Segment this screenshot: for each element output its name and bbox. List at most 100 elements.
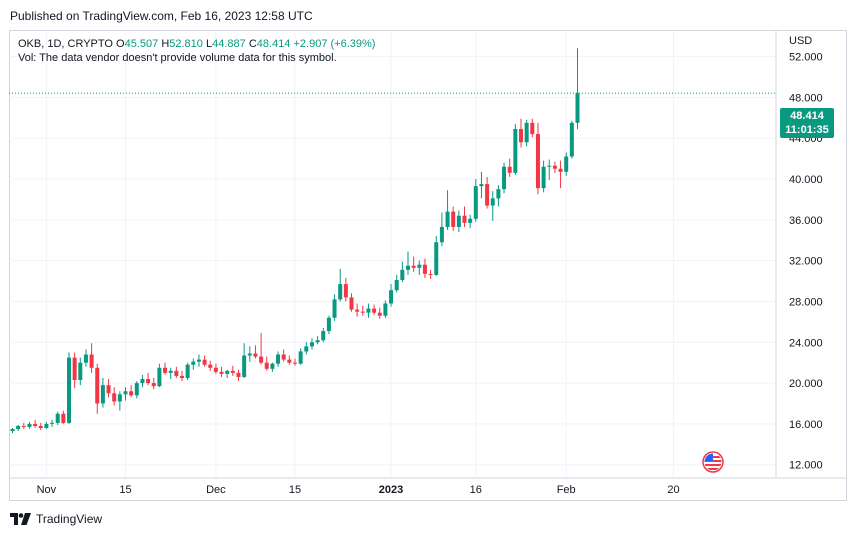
candle-body — [541, 166, 546, 189]
candle-body — [535, 134, 540, 189]
candle-body — [61, 413, 66, 423]
published-caption: Published on TradingView.com, Feb 16, 20… — [10, 9, 313, 23]
candle-body — [569, 122, 574, 157]
candle-body — [445, 211, 450, 227]
x-tick-label: 20 — [667, 484, 679, 496]
candle-body — [72, 357, 77, 381]
candle — [575, 48, 580, 130]
candle — [259, 333, 264, 365]
candle — [411, 256, 416, 272]
candle-body — [202, 359, 207, 365]
time-axis: Nov 15 Dec 15 2023 16 Feb 20 — [37, 484, 680, 496]
candle-body — [117, 394, 122, 402]
candle — [213, 363, 218, 374]
candle-body — [298, 351, 303, 364]
tradingview-brand: TradingView — [36, 512, 103, 526]
candle-body — [411, 265, 416, 268]
y-tick-label: 28.000 — [789, 296, 823, 308]
candle-body — [394, 280, 399, 291]
candle-body — [372, 308, 377, 313]
volume-note: Vol: The data vendor doesn't provide vol… — [18, 52, 337, 64]
candle-body — [78, 362, 83, 381]
candle-body — [326, 317, 331, 332]
candle-body — [89, 354, 94, 368]
candle — [389, 284, 394, 307]
candle — [355, 303, 360, 317]
x-tick-label: Feb — [557, 484, 576, 496]
candle — [490, 191, 495, 221]
candle — [100, 377, 105, 408]
candle-body — [502, 166, 507, 190]
candles — [10, 48, 580, 434]
candle — [78, 357, 83, 386]
candle — [16, 424, 21, 432]
open-value: 45.507 — [124, 38, 159, 50]
high-label: H — [161, 38, 170, 50]
candle — [264, 356, 269, 371]
candle — [519, 118, 523, 148]
candle-body — [439, 226, 444, 243]
candle-body — [552, 165, 557, 169]
candle-body — [558, 168, 563, 172]
candle-body — [462, 215, 467, 223]
y-tick-label: 12.000 — [789, 460, 823, 472]
last-price-value: 48.414 — [790, 110, 824, 122]
candle — [473, 178, 478, 222]
candle — [134, 381, 139, 399]
candle — [496, 185, 501, 207]
candle-body — [21, 425, 26, 427]
candle — [326, 315, 331, 335]
candle — [293, 358, 297, 366]
candle-body — [490, 198, 495, 206]
candle-body — [16, 425, 21, 430]
open-label: O — [116, 38, 125, 50]
candle — [552, 161, 557, 173]
candle — [530, 118, 535, 138]
y-tick-label: 40.000 — [789, 174, 823, 186]
candle-body — [230, 370, 235, 373]
candle-body — [468, 218, 473, 223]
candle — [208, 360, 213, 371]
candle — [89, 343, 94, 373]
candle — [33, 419, 38, 428]
candle — [50, 419, 55, 427]
last-price-tag: 48.414 11:01:35 — [780, 108, 834, 138]
candle-body — [208, 364, 213, 368]
candle-body — [95, 367, 100, 404]
candle — [569, 120, 574, 159]
candle — [202, 355, 207, 367]
candle-body — [264, 362, 269, 369]
candle-body — [106, 385, 111, 394]
candle-body — [530, 122, 535, 135]
candle — [558, 160, 563, 189]
candle-body — [185, 364, 190, 378]
candle-body — [168, 370, 173, 373]
currency-label[interactable]: USD — [789, 35, 813, 47]
candle — [27, 421, 32, 430]
high-value: 52.810 — [169, 38, 203, 50]
candle — [513, 123, 518, 175]
candle-body — [496, 189, 501, 199]
candle-body — [422, 264, 427, 274]
candle — [168, 367, 173, 380]
candle-body — [151, 383, 156, 387]
candle-body — [524, 122, 529, 143]
y-tick-label: 52.000 — [789, 52, 823, 64]
candle — [383, 300, 388, 318]
x-tick-label: 15 — [289, 484, 301, 496]
candle-body — [473, 186, 478, 219]
candle — [191, 358, 196, 370]
candle — [428, 269, 433, 279]
tradingview-logo[interactable]: TradingView — [10, 512, 102, 526]
candle — [151, 377, 156, 390]
candle — [146, 372, 151, 386]
candle-body — [315, 340, 320, 343]
candle — [10, 427, 15, 434]
y-tick-label: 48.000 — [789, 92, 823, 104]
candle — [276, 351, 281, 367]
candle — [287, 355, 292, 365]
candle-body — [27, 423, 32, 427]
candle — [417, 260, 422, 275]
candle — [219, 366, 224, 377]
